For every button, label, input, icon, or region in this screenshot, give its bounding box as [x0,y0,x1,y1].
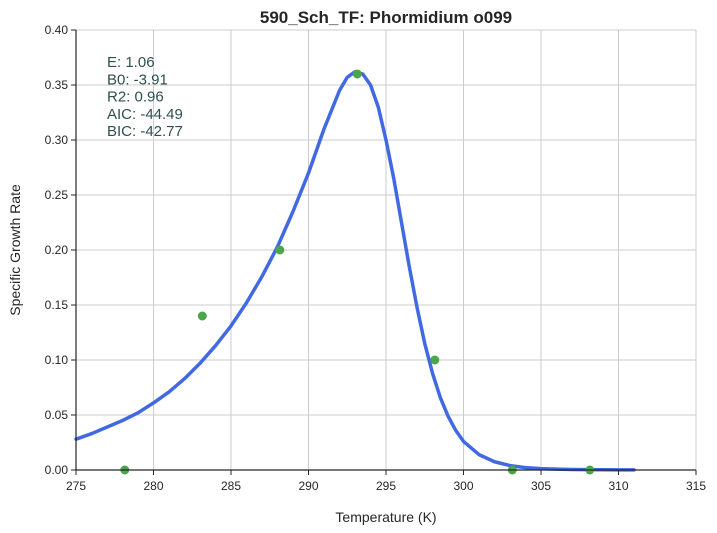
x-tick-labels: 275 280 285 290 295 300 305 310 315 [66,470,706,493]
y-tick-label: 0.15 [45,298,69,312]
x-tick-label: 310 [608,479,628,493]
stat-line: AIC: -44.49 [107,106,183,123]
y-tick-label: 0.30 [45,133,69,147]
x-tick-label: 290 [298,479,318,493]
x-tick-label: 275 [66,479,86,493]
stat-line: E: 1.06 [107,54,155,71]
y-tick-labels: 0.00 0.05 0.10 0.15 0.20 0.25 0.30 0.35 0.40 [45,23,76,477]
fit-line-layer [74,70,636,472]
x-tick-label: 280 [143,479,163,493]
y-tick-label: 0.35 [45,78,69,92]
chart-title: 590_Sch_TF: Phormidium o099 [260,8,512,27]
y-tick-label: 0.20 [45,243,69,257]
data-point [275,245,285,255]
fit-curve [74,70,636,472]
grid-lines [75,29,697,471]
y-tick-label: 0.00 [45,463,69,477]
y-tick-label: 0.25 [45,188,69,202]
x-axis-title: Temperature (K) [335,509,436,525]
x-tick-label: 300 [453,479,473,493]
y-tick-label: 0.10 [45,353,69,367]
x-tick-label: 315 [686,479,706,493]
stat-line: R2: 0.96 [107,89,164,106]
y-axis-title: Specific Growth Rate [7,184,23,316]
y-tick-label: 0.05 [45,408,69,422]
y-tick-label: 0.40 [45,23,69,37]
x-tick-label: 295 [376,479,396,493]
stat-line: BIC: -42.77 [107,123,183,140]
stat-line: B0: -3.91 [107,71,168,88]
data-point [352,69,362,79]
data-points-layer [120,69,595,475]
data-point [430,355,440,365]
x-tick-label: 305 [531,479,551,493]
data-point [197,311,207,321]
x-tick-label: 285 [221,479,241,493]
